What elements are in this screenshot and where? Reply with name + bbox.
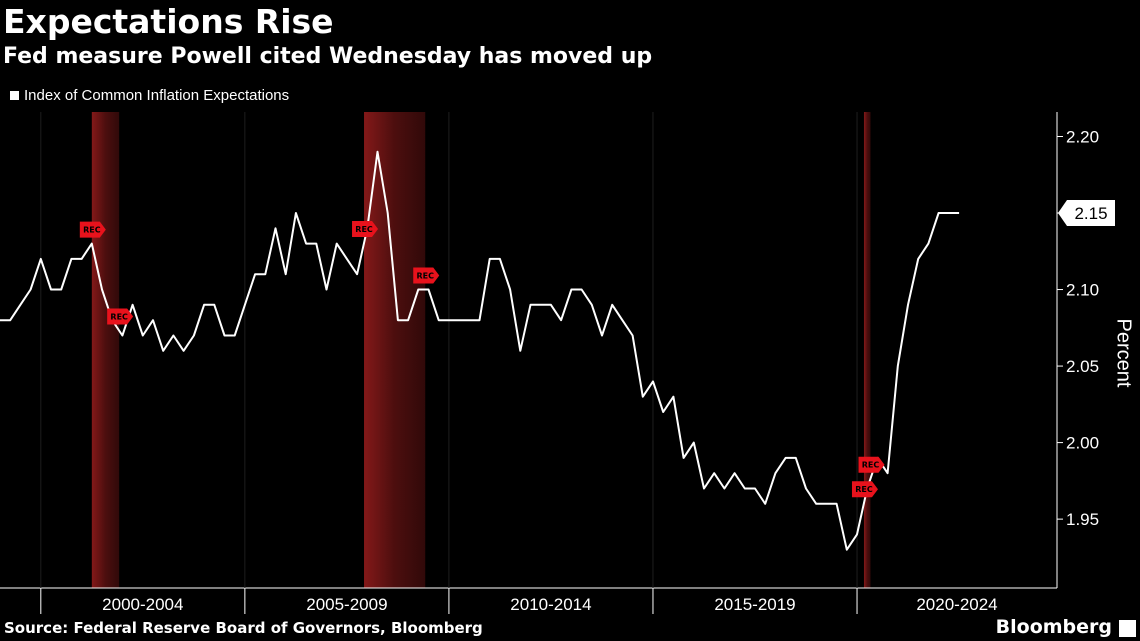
- recession-flag-icon: REC: [851, 481, 878, 498]
- x-tick-label-2015-2019: 2015-2019: [714, 595, 795, 614]
- recession-flag-icon: REC: [413, 267, 440, 284]
- x-tick-label-2000-2004: 2000-2004: [102, 595, 183, 614]
- y-tick-label-2.10: 2.10: [1066, 281, 1099, 300]
- recession-flag-icon: REC: [352, 221, 379, 238]
- recession-band-2: [364, 112, 426, 588]
- recession-flag-icon: REC: [107, 308, 134, 325]
- source-note: Source: Federal Reserve Board of Governo…: [4, 619, 483, 637]
- legend: Index of Common Inflation Expectations: [10, 87, 289, 104]
- recession-band-3: [863, 112, 871, 588]
- series-line-inflation-expectations: [0, 150, 960, 551]
- chart-subtitle: Fed measure Powell cited Wednesday has m…: [3, 44, 653, 69]
- y-tick-label-2.00: 2.00: [1066, 434, 1099, 453]
- x-tick-label-2005-2009: 2005-2009: [306, 595, 387, 614]
- legend-swatch: [10, 91, 19, 100]
- y-axis-label: Percent: [1112, 318, 1135, 388]
- y-tick-label-2.05: 2.05: [1066, 357, 1099, 376]
- rec-flag-label: REC: [110, 313, 128, 322]
- y-tick-label-2.20: 2.20: [1066, 127, 1099, 146]
- last-value-label: 2.15: [1074, 204, 1107, 223]
- recession-flag-icon: REC: [79, 221, 106, 238]
- rec-flag-label: REC: [862, 461, 880, 470]
- rec-flag-label: REC: [416, 272, 434, 281]
- x-tick-label-2020-2024: 2020-2024: [916, 595, 997, 614]
- recession-flag-icon: REC: [858, 456, 885, 473]
- recession-band-1: [91, 112, 120, 588]
- x-tick-label-2010-2014: 2010-2014: [510, 595, 591, 614]
- rec-flag-label: REC: [83, 226, 101, 235]
- brand-logo: Bloomberg: [995, 616, 1112, 638]
- rec-flag-label: REC: [855, 485, 873, 494]
- rec-flag-label: REC: [355, 225, 373, 234]
- y-tick-label-1.95: 1.95: [1066, 510, 1099, 529]
- chart-title: Expectations Rise: [3, 2, 334, 41]
- bloomberg-terminal-icon: [1119, 620, 1136, 637]
- legend-label: Index of Common Inflation Expectations: [24, 87, 290, 104]
- last-value-callout: 2.15: [1058, 200, 1115, 227]
